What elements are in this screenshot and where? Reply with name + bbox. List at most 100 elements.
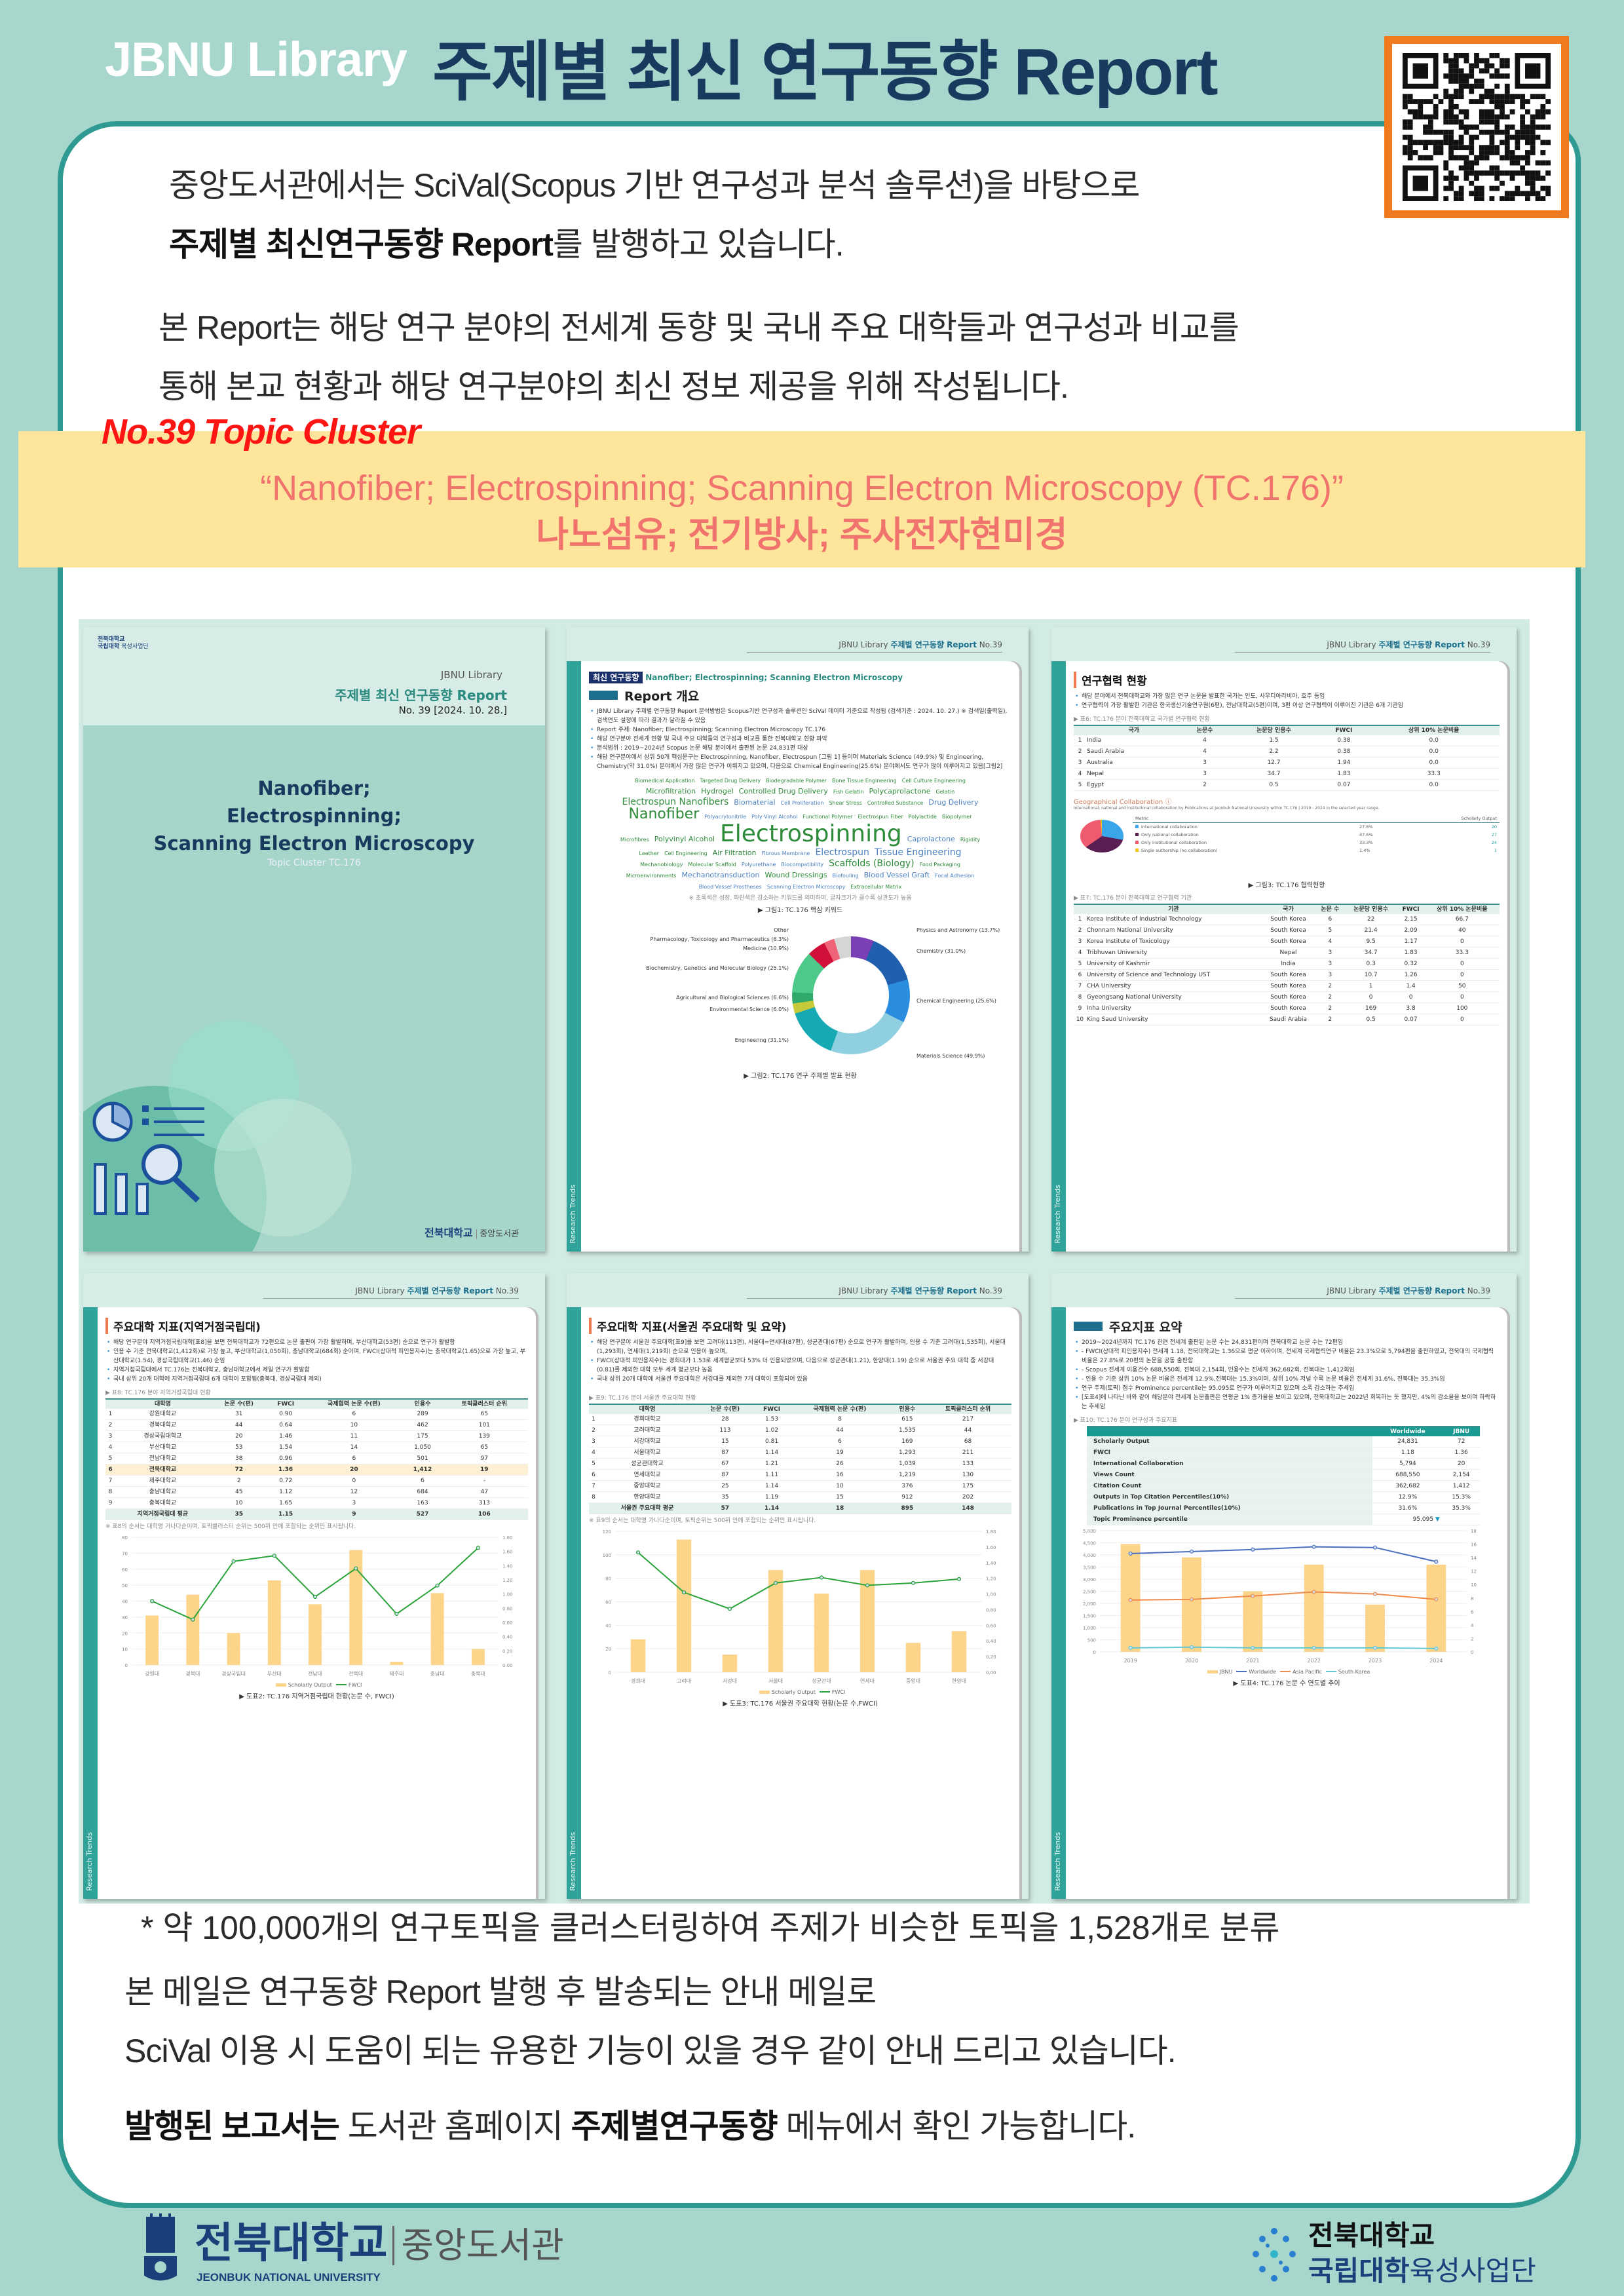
table-cell: 1.83 [1319, 768, 1369, 780]
report-page-summary[interactable]: JBNU Library 주제별 연구동향 Report No.39 Resea… [1051, 1273, 1517, 1899]
report-page-collaboration[interactable]: JBNU Library 주제별 연구동향 Report No.39 Resea… [1051, 627, 1517, 1252]
table-header-row: 대학명 논문 수(편) FWCI 국제협력 논문 수(편) 인용수 토픽클러스터 순위 [589, 1404, 1011, 1414]
keyword: Biocompatibility [781, 862, 824, 868]
table-cell: South Korea [1261, 1003, 1315, 1014]
column-header: Worldwide [1372, 1426, 1443, 1436]
table-cell: 8 [1074, 991, 1086, 1003]
keyword: Nanofiber [628, 806, 700, 823]
y2-tick-label: 16 [1471, 1542, 1477, 1548]
legend-swatch [1135, 841, 1139, 844]
table-cell: Publications in Top Journal Percentiles(… [1087, 1502, 1373, 1514]
table-cell: 0 [1344, 991, 1397, 1003]
topic-banner: “Nanofiber; Electrospinning; Scanning El… [18, 431, 1585, 567]
donut-label: Engineering (31.1%) [734, 1037, 789, 1043]
table-cell: 제주대학교 [115, 1475, 210, 1487]
bar [227, 1633, 240, 1665]
access-menu-link[interactable]: 주제별연구동향 [571, 2108, 778, 2145]
geo-subtitle: International, national and institutiona… [1074, 806, 1380, 811]
keyword: Cell Culture Engineering [901, 778, 966, 784]
keyword: Controlled Drug Delivery [738, 786, 828, 795]
table-row: 9 Inha University South Korea 2 169 3.8 100 [1074, 1003, 1500, 1014]
data-point [1312, 1645, 1316, 1650]
donut-label: Environmental Science (6.0%) [709, 1006, 789, 1013]
bar [267, 1580, 281, 1665]
seoul-combo-chart: 0 20 40 60 80 100 120 0.00 0.20 0.40 0.60 0.80 1.00 1… [603, 1529, 996, 1684]
x-tick-label: 전남대 [308, 1670, 322, 1677]
table-cell: 47 [440, 1486, 528, 1498]
table-cell: 87 [696, 1447, 754, 1459]
table-cell: 175 [924, 1480, 1011, 1492]
table-cell: 10 [210, 1497, 268, 1509]
topic-title-en: “Nanofiber; Electrospinning; Scanning El… [260, 469, 1344, 508]
table-cell: 97 [440, 1453, 528, 1464]
table-cell: 1.4 [1397, 980, 1425, 992]
table-cell: 0 [303, 1475, 405, 1487]
qr-code[interactable] [1384, 36, 1569, 218]
bullet-item: 연구협력이 가장 활발한 기관은 한국생산기술연구원(6편), 전남대학교(5편… [1074, 701, 1500, 710]
x-tick-label: 경북대 [185, 1670, 200, 1677]
table-cell: 10.7 [1344, 969, 1397, 981]
table-row: 6 연세대학교 87 1.11 16 1,219 130 [589, 1469, 1011, 1481]
running-head-lib: JBNU Library [355, 1286, 407, 1295]
y2-tick-label: 0.60 [986, 1623, 996, 1628]
table-cell: South Korea [1261, 969, 1315, 981]
table-row: 1 경희대학교 28 1.53 8 615 217 [589, 1414, 1011, 1425]
report-page-regional[interactable]: JBNU Library 주제별 연구동향 Report No.39 Resea… [83, 1273, 545, 1899]
data-point [1189, 1645, 1194, 1649]
x-tick-label: 강원대 [145, 1670, 159, 1677]
y2-tick-label: 2 [1471, 1636, 1473, 1641]
running-head: JBNU Library 주제별 연구동향 Report No.39 [747, 639, 1002, 653]
table-cell: 2 [1315, 1003, 1345, 1014]
table-cell: 44 [210, 1419, 268, 1431]
report-page-cover[interactable]: 전북대학교 국립대학 육성사업단 JBNU Library 주제별 최신 연구동… [83, 627, 545, 1252]
y2-tick-label: 10 [1471, 1582, 1477, 1588]
keyword: Targeted Drug Delivery [700, 778, 761, 784]
table-cell: FWCI [1087, 1447, 1373, 1459]
table-cell: 6 [303, 1453, 405, 1464]
bullet-item: 지역거점국립대에서 TC.176는 전북대학교, 충남대학교에서 제일 연구가 … [105, 1366, 528, 1375]
table-cell: 139 [440, 1430, 528, 1442]
geo-metric-row: Only national collaboration 37.5% 27 [1133, 831, 1500, 839]
column-header: 논문 수(편) [210, 1398, 268, 1409]
data-point [681, 1590, 687, 1595]
table-cell: 169 [1344, 1003, 1397, 1014]
table-cell: South Korea [1261, 925, 1315, 936]
data-point [1434, 1597, 1439, 1601]
running-head-title: 주제별 연구동향 Report [890, 640, 977, 649]
table-cell: 21.4 [1344, 925, 1397, 936]
table-cell: University of Science and Technology UST [1086, 969, 1261, 981]
table-cell: 72 [1443, 1436, 1480, 1447]
table-cell: 1,050 [404, 1442, 441, 1453]
keyword: Scanning Electron Microscopy [766, 883, 846, 890]
bar [186, 1594, 200, 1665]
table-cell: 2 [1315, 991, 1345, 1003]
bullet-item: Report 주제: Nanofiber; Electrospinning; S… [589, 725, 1011, 735]
bar [1426, 1564, 1446, 1652]
table-cell: 289 [404, 1409, 441, 1420]
keyword: Wound Dressings [765, 870, 827, 879]
country-collab-table: 국가 논문수 논문당 인용수 FWCI 상위 10% 논문비율 1 India 4 1.5 0.3… [1074, 725, 1500, 791]
running-head-no: No.39 [493, 1286, 519, 1295]
table-cell: 1,219 [890, 1469, 925, 1481]
x-tick-label: 연세대 [860, 1678, 875, 1684]
table-row: 3 Australia 3 12.7 1.94 0.0 [1074, 757, 1500, 769]
table-cell: 10 [1074, 1014, 1086, 1025]
data-point [1128, 1598, 1133, 1602]
table-cell: Topic Prominence percentile [1087, 1514, 1373, 1525]
report-page-overview[interactable]: JBNU Library 주제별 연구동향 Report No.39 Resea… [567, 627, 1029, 1252]
series-line [1130, 1591, 1437, 1601]
keyword: Microfiltration [645, 786, 696, 795]
bullet-item: 해당 연구분야에서 상위 50개 핵심문구는 Electrospinning, … [589, 753, 1011, 771]
access-note: 발행된 보고서는 도서관 홈페이지 주제별연구동향 메뉴에서 확인 가능합니다. [124, 2097, 1136, 2156]
report-page-seoul[interactable]: JBNU Library 주제별 연구동향 Report No.39 Resea… [567, 1273, 1029, 1899]
table-row: 2 Chonnam National University South Korea 5… [1074, 925, 1500, 936]
y2-tick-label: 0.40 [986, 1639, 996, 1644]
table-cell: India [1086, 735, 1182, 746]
column-header: JBNU [1443, 1426, 1480, 1436]
running-head-lib: JBNU Library [1327, 640, 1379, 649]
mail-note-line-2: SciVal 이용 시 도움이 되는 유용한 기능이 있을 경우 같이 안내 드… [124, 2033, 1177, 2069]
chart-legend: Scholarly Output FWCI [589, 1689, 1011, 1695]
x-tick-label: 전북대 [349, 1670, 363, 1677]
table-cell: 6 [589, 1469, 598, 1481]
cover-logo-line1: 전북대학교 [98, 636, 125, 643]
